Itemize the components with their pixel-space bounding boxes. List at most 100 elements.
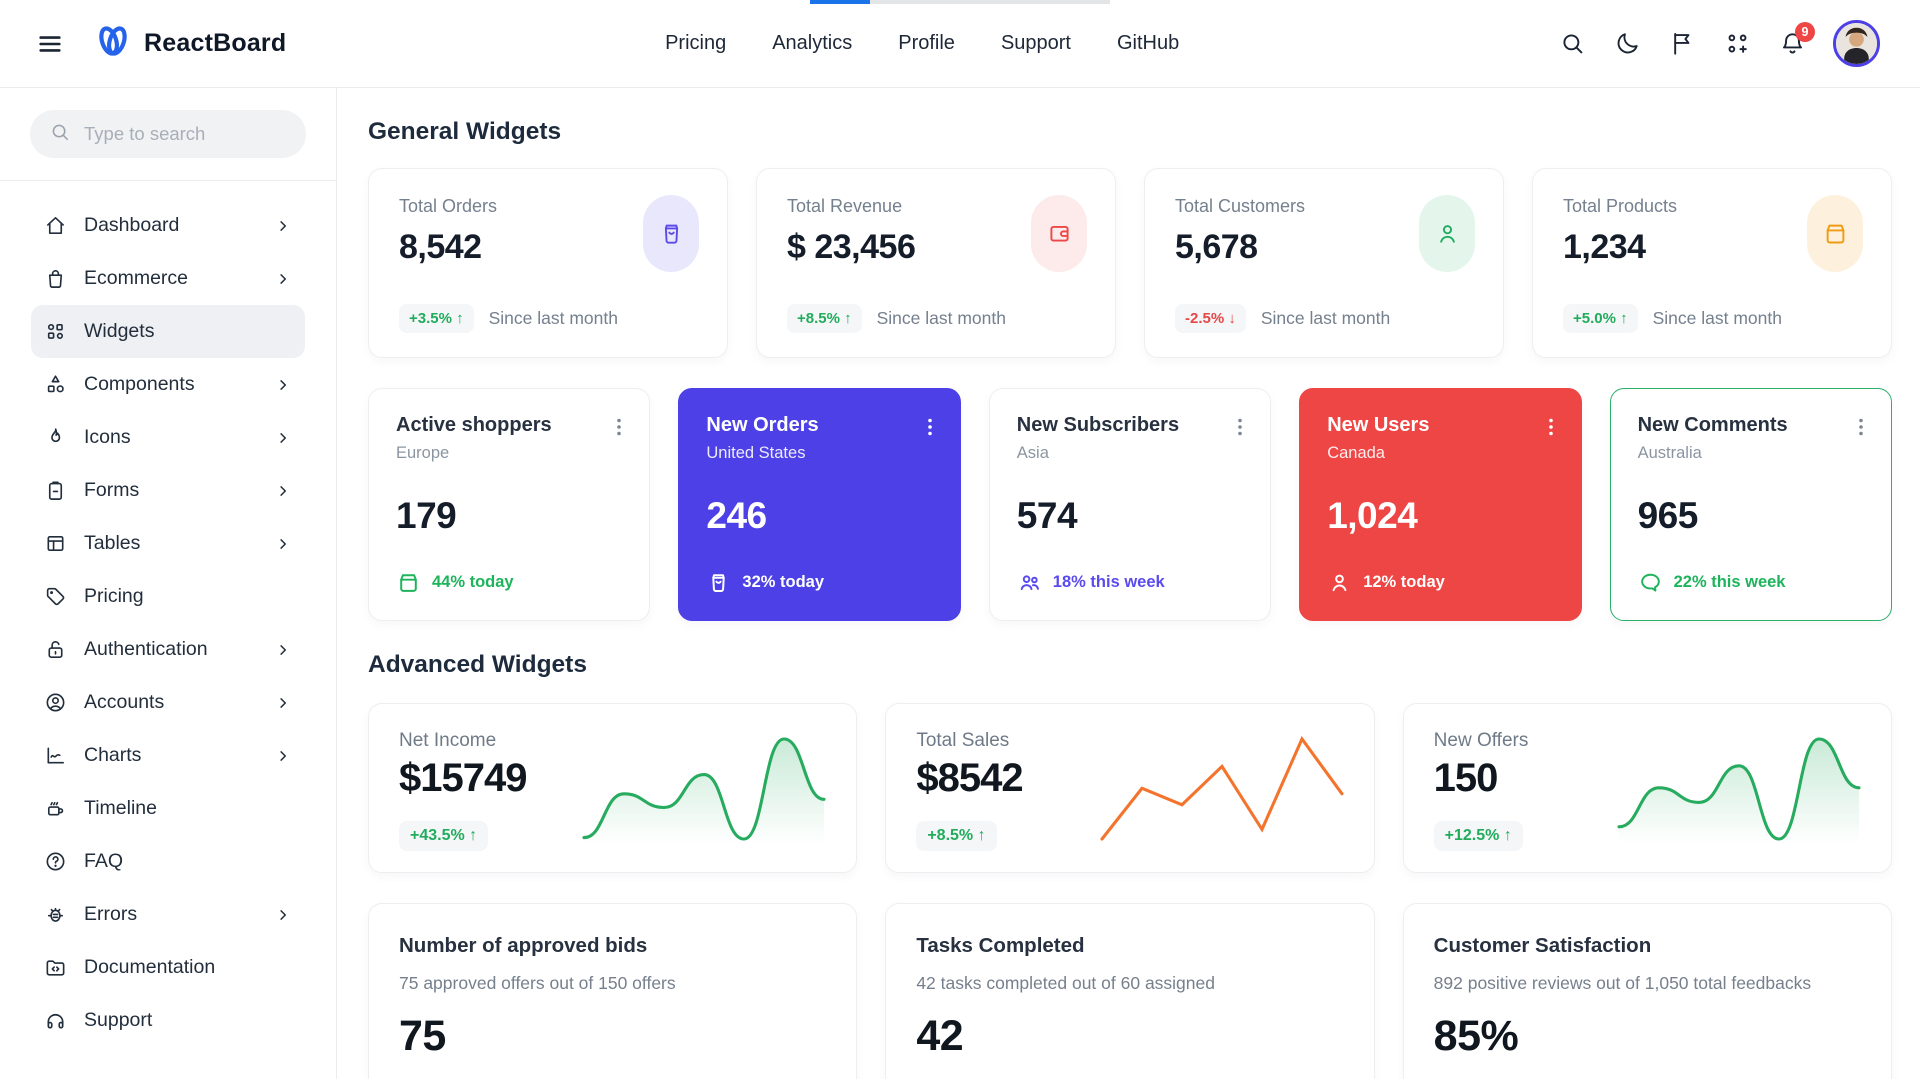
stat-label: Total Products — [1563, 196, 1678, 216]
delta-badge: -2.5% ↓ — [1175, 304, 1246, 333]
sidebar-item-ecommerce[interactable]: Ecommerce — [31, 252, 305, 305]
topnav: Pricing Analytics Profile Support GitHub — [286, 32, 1558, 55]
mini-card-region: Australia — [1637, 444, 1702, 462]
sparkline-chart — [578, 733, 830, 845]
advanced-card-title: New Offers — [1433, 730, 1529, 751]
sidebar-item-icons[interactable]: Icons — [31, 411, 305, 464]
progress-card-value: 85% — [1433, 1012, 1519, 1060]
sidebar-item-pricing[interactable]: Pricing — [31, 570, 305, 623]
sidebar-item-components[interactable]: Components — [31, 358, 305, 411]
stat-note: Since last month — [1260, 308, 1391, 328]
sidebar-item-widgets[interactable]: Widgets — [31, 305, 305, 358]
sidebar-item-accounts[interactable]: Accounts — [31, 676, 305, 729]
section-title-general: General Widgets — [368, 118, 562, 145]
users-icon — [1017, 570, 1042, 595]
chevron-right-icon — [274, 694, 292, 712]
mini-card-value: 965 — [1637, 495, 1699, 536]
stat-label: Total Orders — [399, 196, 498, 216]
brand[interactable]: ReactBoard — [92, 20, 286, 67]
sidebar-item-charts[interactable]: Charts — [31, 729, 305, 782]
topnav-link-github[interactable]: GitHub — [1117, 32, 1180, 54]
package-icon — [1807, 195, 1863, 272]
advanced-card-title: Total Sales — [916, 730, 1010, 751]
sidebar-item-forms[interactable]: Forms — [31, 464, 305, 517]
chevron-right-icon — [274, 482, 292, 500]
stat-value: 8,542 — [399, 228, 482, 266]
user-avatar[interactable] — [1833, 20, 1880, 67]
more-options-button[interactable] — [607, 415, 631, 439]
dark-mode-moon-icon[interactable] — [1613, 30, 1641, 58]
sparkline-chart — [1613, 733, 1865, 845]
progress-card-title: Tasks Completed — [916, 934, 1085, 957]
package-icon — [396, 570, 421, 595]
chevron-right-icon — [274, 429, 292, 447]
reactboard-logo-icon — [92, 20, 134, 67]
stat-card-total-customers: Total Customers 5,678 -2.5% ↓ Since last… — [1144, 168, 1504, 358]
mini-card-value: 1,024 — [1327, 495, 1418, 536]
apps-grid-icon[interactable] — [1723, 30, 1751, 58]
topnav-link-analytics[interactable]: Analytics — [772, 32, 853, 54]
sidebar-item-timeline[interactable]: Timeline — [31, 782, 305, 835]
sidebar-item-tables[interactable]: Tables — [31, 517, 305, 570]
progress-card-tasks-completed: Tasks Completed 42 tasks completed out o… — [885, 903, 1375, 1079]
widgets-icon — [44, 320, 67, 343]
chevron-right-icon — [274, 535, 292, 553]
delta-badge: +12.5% ↑ — [1433, 821, 1523, 851]
mini-card-value: 574 — [1016, 495, 1078, 536]
stat-card-total-orders: Total Orders 8,542 +3.5% ↑ Since last mo… — [368, 168, 728, 358]
chevron-right-icon — [274, 641, 292, 659]
stat-value: $ 23,456 — [787, 228, 916, 266]
advanced-card-net-income: Net Income $15749 +43.5% ↑ — [368, 703, 858, 873]
mini-card-stat: 32% today — [742, 573, 825, 591]
wallet-icon — [1031, 195, 1087, 272]
mini-card-new-users: New Users Canada 1,024 12% today — [1299, 388, 1582, 621]
bug-icon — [44, 903, 67, 926]
stat-note: Since last month — [488, 308, 618, 328]
flag-icon[interactable] — [1668, 30, 1696, 58]
progress-card-subtitle: 42 tasks completed out of 60 assigned — [916, 973, 1215, 993]
topnav-link-pricing[interactable]: Pricing — [665, 32, 727, 54]
bell-icon[interactable] — [1778, 30, 1806, 58]
more-options-button[interactable] — [1849, 415, 1873, 439]
sidebar-item-authentication[interactable]: Authentication — [31, 623, 305, 676]
search-icon — [49, 121, 71, 148]
mini-card-stat: 12% today — [1363, 573, 1445, 591]
advanced-card-title: Net Income — [399, 730, 497, 751]
search-input[interactable] — [84, 123, 287, 145]
mini-card-new-subscribers: New Subscribers Asia 574 18% this week — [988, 388, 1272, 621]
topnav-link-profile[interactable]: Profile — [898, 32, 955, 54]
chevron-right-icon — [274, 747, 292, 765]
sidebar-item-faq[interactable]: FAQ — [31, 835, 305, 888]
sidebar-item-documentation[interactable]: Documentation — [31, 941, 305, 994]
clipboard-icon — [44, 479, 67, 502]
shopping-bag-icon — [44, 267, 67, 290]
more-options-button[interactable] — [918, 415, 942, 439]
progress-card-title: Number of approved bids — [399, 934, 648, 957]
mini-card-title: Active shoppers — [396, 414, 552, 436]
home-icon — [44, 214, 67, 237]
progress-card-subtitle: 892 positive reviews out of 1,050 total … — [1433, 973, 1812, 993]
notification-badge: 9 — [1795, 21, 1815, 42]
sidebar-item-dashboard[interactable]: Dashboard — [31, 199, 305, 252]
headphones-icon — [44, 1009, 67, 1032]
search-icon[interactable] — [1558, 30, 1586, 58]
hamburger-menu-button[interactable] — [36, 30, 64, 58]
flame-icon — [44, 426, 67, 449]
help-circle-icon — [44, 850, 67, 873]
user-circle-icon — [44, 691, 67, 714]
chevron-right-icon — [274, 906, 292, 924]
sidebar-item-support[interactable]: Support — [31, 994, 305, 1047]
mini-card-value: 246 — [706, 495, 767, 536]
stat-label: Total Customers — [1175, 196, 1306, 216]
more-options-button[interactable] — [1228, 415, 1252, 439]
coffee-icon — [44, 797, 67, 820]
stat-card-grid: Total Orders 8,542 +3.5% ↑ Since last mo… — [368, 168, 1892, 358]
main-content: General Widgets Total Orders 8,542 +3.5%… — [337, 88, 1920, 1079]
more-options-button[interactable] — [1539, 415, 1563, 439]
stat-card-total-products: Total Products 1,234 +5.0% ↑ Since last … — [1532, 168, 1892, 358]
sidebar-item-errors[interactable]: Errors — [31, 888, 305, 941]
topnav-link-support[interactable]: Support — [1000, 32, 1071, 54]
person-icon — [1327, 570, 1352, 595]
advanced-card-total-sales: Total Sales $8542 +8.5% ↑ — [885, 703, 1375, 873]
progress-card-value: 75 — [399, 1012, 446, 1060]
